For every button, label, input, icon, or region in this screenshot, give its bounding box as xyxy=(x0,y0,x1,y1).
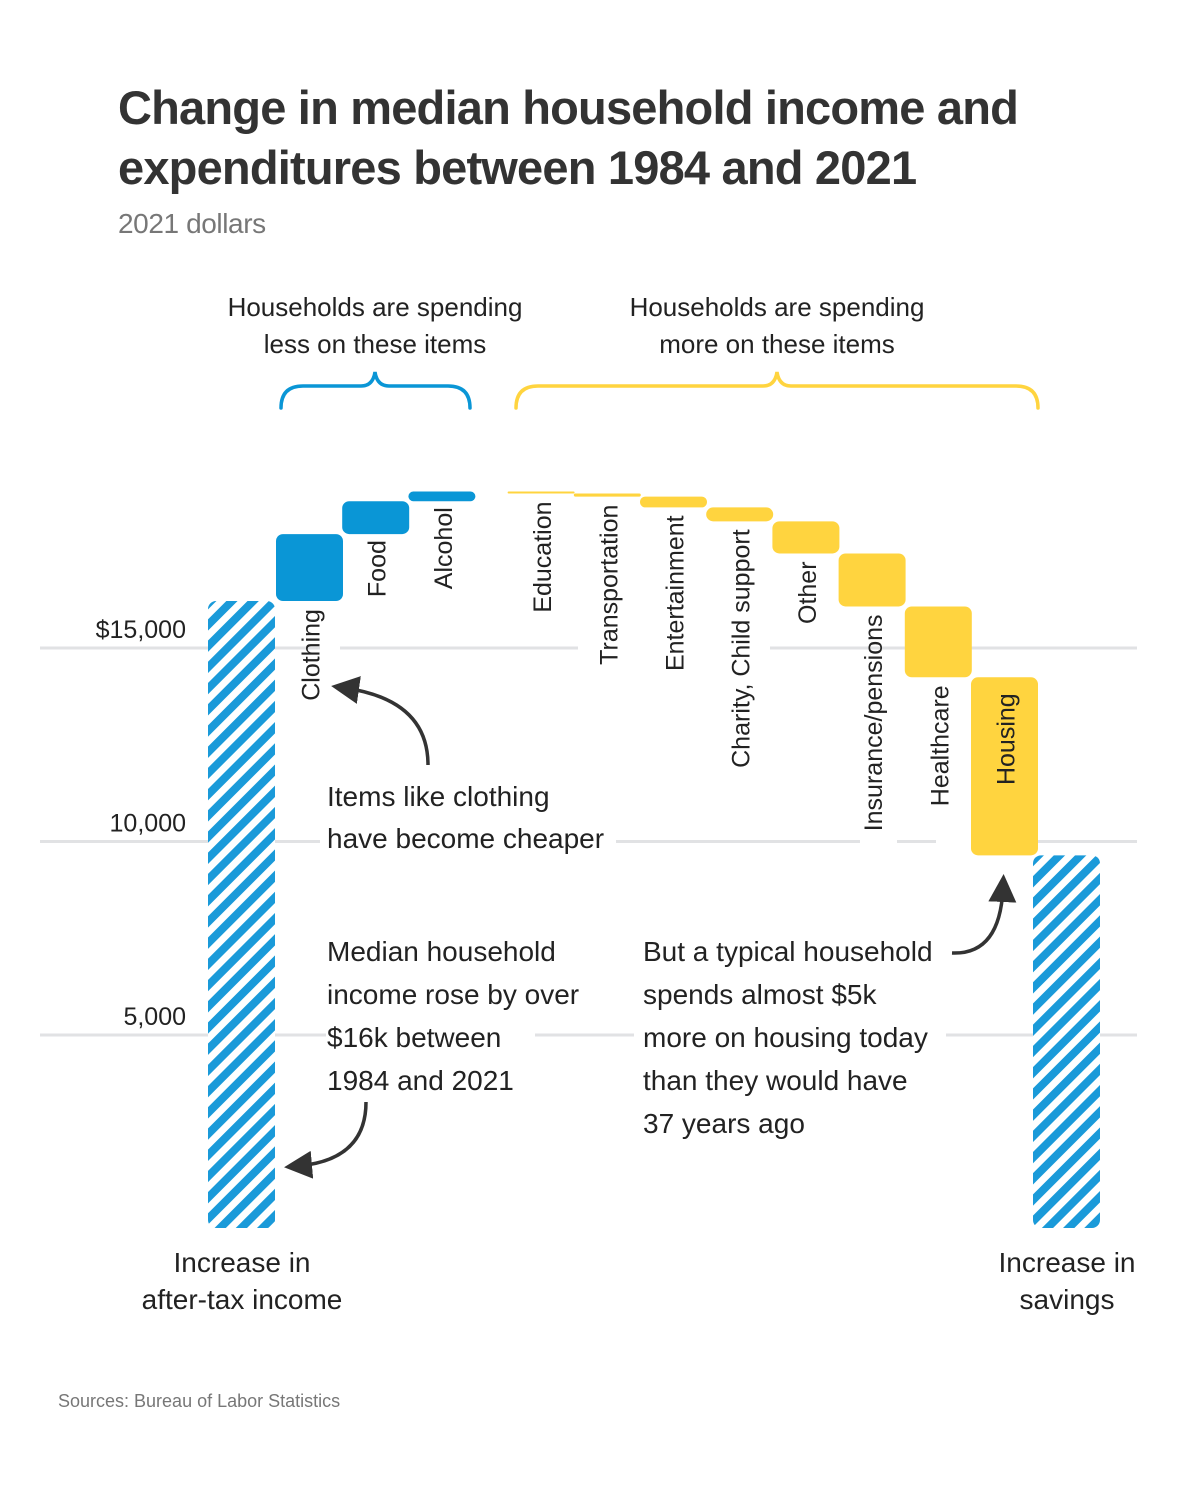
bar-entertainment xyxy=(640,496,707,508)
housing-note: But a typical household xyxy=(643,936,933,967)
category-label: Healthcare xyxy=(926,685,954,806)
chart-subtitle: 2021 dollars xyxy=(118,208,266,239)
category-label: Transportation xyxy=(595,505,623,665)
housing-note: more on housing today xyxy=(643,1022,928,1053)
y-tick-label: $15,000 xyxy=(96,616,186,644)
bar-transportation xyxy=(573,493,641,497)
chart-title: Change in median household income and ex… xyxy=(118,81,1019,194)
housing-note: 37 years ago xyxy=(643,1108,805,1139)
income-bar-label: after-tax income xyxy=(142,1284,343,1315)
category-label: Education xyxy=(529,501,557,612)
bar-housing xyxy=(971,677,1038,856)
savings-bar xyxy=(1033,855,1100,1228)
y-tick-label: 10,000 xyxy=(110,810,186,838)
housing-note: than they would have xyxy=(643,1065,908,1096)
bar-healthcare xyxy=(904,606,972,678)
category-label: Insurance/pensions xyxy=(860,614,888,831)
category-label: Entertainment xyxy=(662,515,690,671)
bar-clothing xyxy=(276,534,343,602)
income-bar xyxy=(208,601,275,1228)
clothing-note: have become cheaper xyxy=(327,823,604,854)
housing-note: spends almost $5k xyxy=(643,979,877,1010)
income-note: income rose by over xyxy=(327,979,579,1010)
bar-education xyxy=(507,491,575,494)
income-arrow xyxy=(284,1101,368,1179)
group-label: Households are spending xyxy=(228,292,523,322)
y-axis-ticks: 5,000 10,000 $15,000 xyxy=(96,616,186,1031)
clothing-note: Items like clothing xyxy=(327,781,550,812)
bar-food xyxy=(342,501,410,535)
clothing-arrow xyxy=(331,676,430,766)
y-tick-label: 5,000 xyxy=(123,1003,186,1031)
category-label: Charity, Child support xyxy=(728,529,756,768)
bar-insurance-pensions xyxy=(838,553,906,607)
income-note: 1984 and 2021 xyxy=(327,1065,514,1096)
income-note: $16k between xyxy=(327,1022,501,1053)
category-label: Alcohol xyxy=(430,507,458,589)
group-label: Households are spending xyxy=(630,292,925,322)
bar-alcohol xyxy=(408,491,476,502)
group-brace-more xyxy=(514,371,1040,410)
group-braces: Households are spending less on these ite… xyxy=(228,292,1040,410)
bar-charity-child-support xyxy=(706,507,774,522)
income-bar-label: Increase in xyxy=(174,1247,311,1278)
category-labels: Clothing Food Alcohol Education Transportati… xyxy=(142,501,1136,1315)
annotations: Items like clothing have become cheaper Me… xyxy=(284,676,1017,1179)
bar-other xyxy=(772,521,840,554)
savings-bar-label: savings xyxy=(1020,1284,1115,1315)
group-label: less on these items xyxy=(264,329,487,359)
category-label: Other xyxy=(794,561,822,624)
group-brace-less xyxy=(279,371,472,410)
gridlines xyxy=(40,646,1137,1037)
category-label: Housing xyxy=(993,693,1021,785)
category-label: Food xyxy=(364,540,392,597)
source-note: Sources: Bureau of Labor Statistics xyxy=(58,1391,341,1411)
housing-arrow xyxy=(951,874,1017,955)
savings-bar-label: Increase in xyxy=(999,1247,1136,1278)
income-note: Median household xyxy=(327,936,556,967)
bars xyxy=(208,491,1100,1228)
category-label: Clothing xyxy=(298,609,326,701)
group-label: more on these items xyxy=(659,329,895,359)
